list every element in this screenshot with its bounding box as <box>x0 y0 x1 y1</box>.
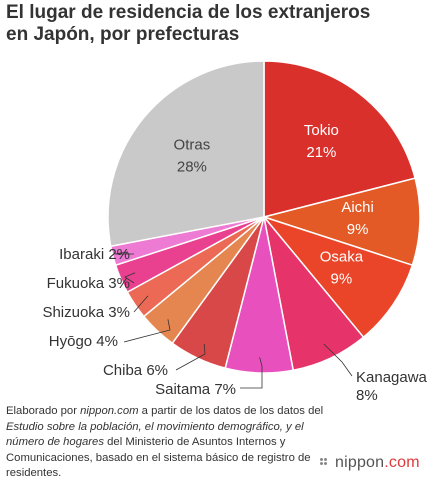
pie-chart: Tokio 21% Aichi 9% Osaka 9% Kanagawa 8% Saitama … <box>42 60 428 400</box>
slice-label-fukuoka: Fukuoka 3% <box>47 275 130 292</box>
slice-value-tokio: 21% <box>306 144 336 161</box>
slice-label-saitama: Saitama 7% <box>155 381 236 398</box>
brand-logo: nippon .com <box>320 454 420 472</box>
slice-name-aichi: Aichi <box>341 199 374 216</box>
pie-slice-aichi <box>261 177 421 267</box>
slice-label-kanagawa: Kanagawa 8% <box>356 369 428 400</box>
pie-slice-osaka <box>261 215 414 339</box>
slice-name-tokio: Tokio <box>304 122 339 139</box>
leader-line-chiba <box>175 343 206 371</box>
leader-line-saitama <box>240 357 263 389</box>
pie-slice-tokio <box>263 60 417 218</box>
slice-value-aichi: 9% <box>347 221 369 238</box>
pie-slice-otras <box>107 60 265 248</box>
chart-title-line1: El lugar de residencia de los extranjero… <box>6 2 371 23</box>
slice-label-chiba: Chiba 6% <box>103 362 168 379</box>
leader-line-ibaraki <box>114 251 134 255</box>
brand-name: nippon <box>335 454 385 471</box>
slice-name-osaka: Osaka <box>320 249 364 266</box>
source-site: nippon.com <box>80 405 139 417</box>
brand-suffix: .com <box>384 454 420 471</box>
source-text-1: Elaborado por <box>6 405 81 417</box>
leader-line-hyogo <box>123 319 171 343</box>
chart-title: El lugar de residencia de los extranjero… <box>6 2 426 46</box>
slice-value-osaka: 9% <box>331 271 353 288</box>
dots-icon <box>320 458 330 468</box>
slice-name-otras: Otras <box>174 136 211 153</box>
leader-line-shizuoka <box>133 295 149 313</box>
source-text-2: a partir de los datos de los datos del <box>138 405 324 417</box>
slice-value-otras: 28% <box>177 158 207 175</box>
slice-label-ibaraki: Ibaraki 2% <box>59 246 130 263</box>
slice-label-hyogo: Hyōgo 4% <box>49 333 118 350</box>
source-text-3: del Ministerio de Asuntos Internos y Com… <box>6 436 311 479</box>
source-note: Elaborado por nippon.com a partir de los… <box>6 404 336 482</box>
leader-line-kanagawa <box>323 343 353 377</box>
source-study-title: Estudio sobre la población, el movimient… <box>6 420 304 449</box>
leader-line-fukuoka <box>124 272 136 284</box>
chart-title-line2: en Japón, por prefecturas <box>6 24 240 45</box>
slice-label-shizuoka: Shizuoka 3% <box>42 304 130 321</box>
